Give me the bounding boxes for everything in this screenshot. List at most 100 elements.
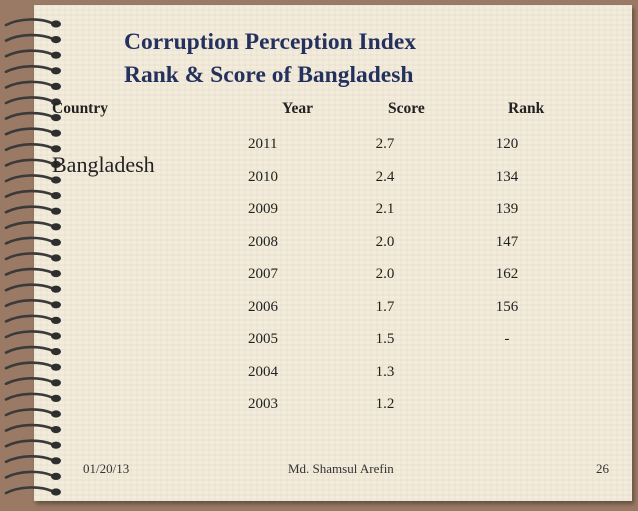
binding-ring	[4, 361, 54, 370]
rank-header: Rank	[508, 100, 545, 117]
binding-ring	[4, 252, 54, 261]
binding-ring	[4, 18, 54, 27]
binding-hole	[51, 285, 61, 293]
table-row: 2005 1.5 -	[240, 325, 570, 358]
score-cell: 2.0	[375, 233, 395, 250]
binding-hole	[51, 316, 61, 324]
binding-hole	[51, 426, 61, 434]
rank-cell: 139	[495, 201, 519, 217]
binding-hole	[51, 114, 61, 122]
binding-hole	[51, 441, 61, 449]
binding-hole	[51, 254, 61, 262]
score-header: Score	[388, 100, 425, 117]
binding-ring	[4, 486, 54, 495]
binding-ring	[4, 439, 54, 448]
binding-ring	[4, 33, 54, 42]
binding-hole	[51, 472, 61, 480]
binding-hole	[51, 394, 61, 402]
binding-hole	[51, 301, 61, 309]
year-cell: 2011	[248, 136, 278, 152]
score-cell: 2.7	[375, 136, 395, 152]
table-row: 2006 1.7 156	[240, 293, 570, 326]
binding-ring	[4, 221, 54, 230]
country-header: Country	[52, 100, 108, 117]
table-row: 2010 2.4 134	[240, 163, 570, 196]
country-value: Bangladesh	[52, 152, 155, 177]
binding-ring	[4, 283, 54, 292]
rank-cell: 147	[495, 233, 519, 250]
year-cell: 2006	[248, 298, 278, 315]
binding-ring	[4, 80, 54, 89]
data-table: 2011 2.7 120 2010 2.4 134 2009 2.1 139 2008 2.0 147…	[240, 130, 570, 423]
binding-hole	[51, 67, 61, 75]
year-cell: 2004	[248, 363, 278, 380]
year-cell: 2008	[248, 233, 278, 250]
binding-hole	[51, 36, 61, 44]
binding-hole	[51, 160, 61, 168]
footer-page-number: 26	[596, 461, 609, 476]
table-row: 2004 1.3	[240, 358, 570, 391]
binding-hole	[51, 176, 61, 184]
rank-cell: 120	[495, 136, 519, 152]
binding-hole	[51, 145, 61, 153]
rank-cell: 162	[495, 266, 519, 282]
score-cell: 2.4	[375, 168, 395, 185]
binding-ring	[4, 299, 54, 308]
binding-hole	[51, 379, 61, 387]
footer-date: 01/20/13	[83, 461, 130, 476]
score-cell: 1.2	[375, 396, 395, 412]
footer-author: Md. Shamsul Arefin	[288, 461, 394, 476]
year-cell: 2009	[248, 201, 278, 217]
binding-ring	[4, 330, 54, 339]
binding-hole	[51, 238, 61, 246]
binding-hole	[51, 82, 61, 90]
binding-hole	[51, 98, 61, 106]
score-cell: 1.5	[375, 331, 395, 347]
binding-hole	[51, 348, 61, 356]
binding-ring	[4, 174, 54, 183]
binding-hole	[51, 270, 61, 278]
binding-ring	[4, 470, 54, 479]
binding-hole	[51, 457, 61, 465]
score-cell: 2.0	[375, 266, 395, 282]
score-cell: 1.7	[375, 298, 395, 315]
slide-title: Corruption Perception Index Rank & Score…	[124, 26, 524, 92]
binding-ring	[4, 205, 54, 214]
binding-ring	[4, 189, 54, 198]
year-cell: 2007	[248, 266, 278, 282]
title-line-1: Corruption Perception Index	[124, 29, 417, 55]
binding-ring	[4, 111, 54, 120]
rank-cell: 134	[495, 168, 519, 185]
binding-ring	[4, 392, 54, 401]
rank-cell: 156	[495, 298, 519, 315]
binding-hole	[51, 51, 61, 59]
binding-ring	[4, 345, 54, 354]
binding-ring	[4, 158, 54, 167]
spiral-binding	[4, 18, 61, 496]
binding-ring	[4, 143, 54, 152]
binding-hole	[51, 129, 61, 137]
binding-ring	[4, 377, 54, 386]
year-header: Year	[282, 100, 313, 117]
table-row: 2003 1.2	[240, 390, 570, 423]
binding-hole	[51, 332, 61, 340]
table-row: 2007 2.0 162	[240, 260, 570, 293]
binding-ring	[4, 236, 54, 245]
table-row: 2011 2.7 120	[240, 130, 570, 163]
binding-hole	[51, 488, 61, 496]
rank-cell: -	[504, 331, 510, 347]
year-cell: 2003	[248, 396, 278, 412]
binding-hole	[51, 363, 61, 371]
binding-ring	[4, 267, 54, 276]
score-cell: 1.3	[375, 363, 395, 380]
binding-ring	[4, 423, 54, 432]
table-row: 2009 2.1 139	[240, 195, 570, 228]
year-cell: 2005	[248, 331, 278, 347]
binding-hole	[51, 207, 61, 215]
slide	[34, 5, 632, 501]
binding-hole	[51, 410, 61, 418]
binding-hole	[51, 20, 61, 28]
title-line-2: Rank & Score of Bangladesh	[124, 62, 414, 88]
binding-ring	[4, 408, 54, 417]
binding-ring	[4, 314, 54, 323]
